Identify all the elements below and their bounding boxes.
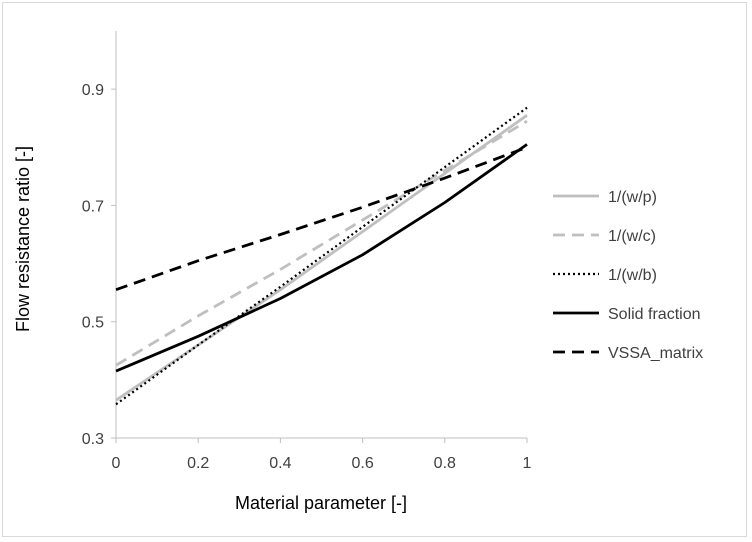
line-chart: 0.3 0.5 0.7 0.9 0 0.2 0.4 0.6 0.8 1 Flow resistan… — [13, 31, 703, 513]
series-line-5 — [115, 145, 528, 292]
axes: 0.3 0.5 0.7 0.9 0 0.2 0.4 0.6 0.8 1 — [82, 31, 532, 472]
x-tick-label: 0.2 — [187, 455, 209, 472]
legend-label-1: 1/(w/p) — [608, 189, 657, 206]
x-tick-label: 0.4 — [269, 455, 291, 472]
x-tick-label: 1 — [523, 455, 532, 472]
legend-label-5: VSSA_matrix — [608, 345, 703, 362]
x-axis-title: Material parameter [-] — [235, 493, 407, 513]
series-line-3 — [115, 106, 528, 406]
x-tick-label: 0 — [112, 455, 121, 472]
legend-label-2: 1/(w/c) — [608, 228, 656, 245]
series-layer — [115, 106, 528, 406]
y-tick-label: 0.3 — [82, 431, 104, 448]
y-tick-label: 0.9 — [82, 82, 104, 99]
legend: 1/(w/p) 1/(w/c) 1/(w/b) Solid fraction VSSA_… — [553, 189, 703, 362]
legend-label-3: 1/(w/b) — [608, 267, 657, 284]
y-tick-label: 0.7 — [82, 198, 104, 215]
y-axis-title: Flow resistance ratio [-] — [13, 146, 33, 332]
series-line-4 — [115, 143, 528, 373]
x-tick-label: 0.6 — [351, 455, 373, 472]
chart-frame: 0.3 0.5 0.7 0.9 0 0.2 0.4 0.6 0.8 1 Flow resistan… — [2, 2, 747, 537]
series-line-1 — [115, 114, 528, 402]
x-tick-label: 0.8 — [434, 455, 456, 472]
legend-label-4: Solid fraction — [608, 306, 701, 323]
series-line-2 — [115, 119, 528, 367]
y-tick-label: 0.5 — [82, 315, 104, 332]
